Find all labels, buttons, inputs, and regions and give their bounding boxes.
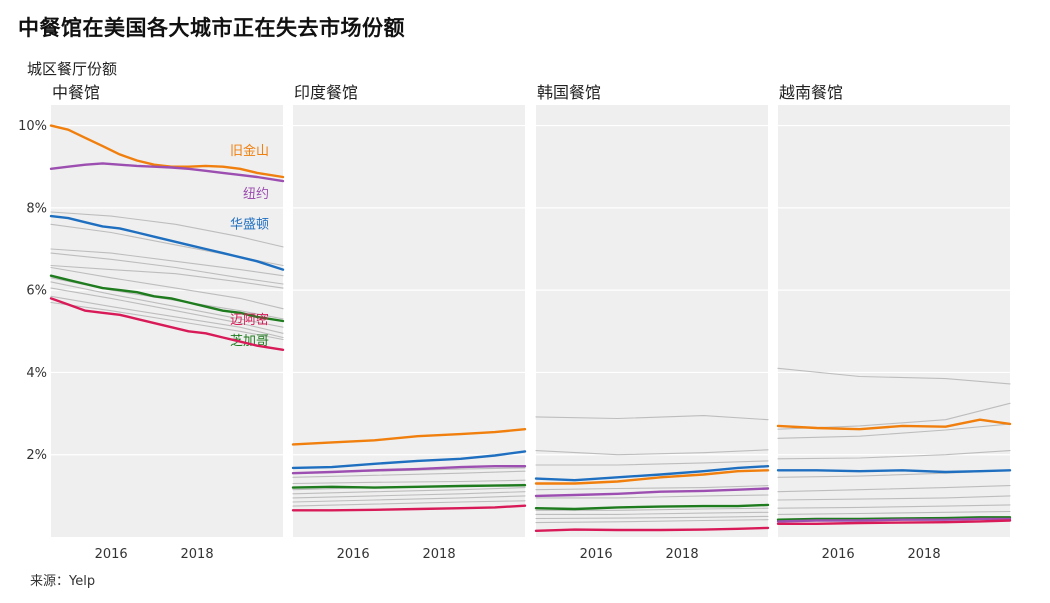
y-axis-label: 城区餐厅份额 xyxy=(27,60,118,78)
series-label: 纽约 xyxy=(243,187,269,202)
other-city-line xyxy=(50,264,284,289)
x-tick-label: 2016 xyxy=(822,547,855,562)
series-line xyxy=(49,214,285,271)
other-city-line xyxy=(777,504,1011,509)
other-city-line xyxy=(50,281,284,328)
y-tick-label: 2% xyxy=(26,448,47,463)
panel-title: 印度餐馆 xyxy=(294,83,358,102)
series-line xyxy=(776,516,1012,521)
other-city-line xyxy=(535,415,769,421)
other-city-line xyxy=(777,423,1011,439)
x-tick-label: 2018 xyxy=(423,547,456,562)
other-city-line xyxy=(535,507,769,511)
other-city-line xyxy=(535,519,769,524)
series-line xyxy=(776,519,1012,525)
panel-background xyxy=(293,105,525,537)
panel-background xyxy=(51,105,283,537)
series-line xyxy=(534,469,770,485)
series-line xyxy=(291,450,527,470)
other-city-line xyxy=(50,266,284,310)
panel-title: 中餐馆 xyxy=(52,83,100,102)
chart-title: 中餐馆在美国各大城市正在失去市场份额 xyxy=(18,16,405,40)
series-line xyxy=(49,162,285,183)
other-city-line xyxy=(777,510,1011,515)
other-city-line xyxy=(50,211,284,248)
other-city-line xyxy=(535,460,769,466)
series-line xyxy=(534,487,770,498)
other-city-line xyxy=(50,248,284,277)
other-city-line xyxy=(535,511,769,515)
panel-title: 越南餐馆 xyxy=(779,83,843,102)
other-city-line xyxy=(535,449,769,456)
x-tick-label: 2016 xyxy=(95,547,128,562)
series-label: 旧金山 xyxy=(230,143,269,159)
series-line xyxy=(776,517,1012,523)
panel-title: 韩国餐馆 xyxy=(537,83,601,102)
series-line xyxy=(49,274,285,323)
other-city-line xyxy=(292,500,526,507)
series-line xyxy=(49,297,285,351)
series-line xyxy=(291,428,527,446)
series-line xyxy=(291,504,527,512)
other-city-line xyxy=(292,491,526,499)
series-line xyxy=(291,484,527,489)
x-tick-label: 2016 xyxy=(337,547,370,562)
other-city-line xyxy=(777,485,1011,493)
other-city-line xyxy=(50,301,284,341)
series-line xyxy=(534,526,770,532)
series-line xyxy=(776,469,1012,474)
other-city-line xyxy=(50,287,284,334)
y-tick-label: 10% xyxy=(18,119,47,134)
other-city-line xyxy=(777,450,1011,460)
other-city-line xyxy=(292,470,526,478)
series-label: 华盛顿 xyxy=(230,218,269,233)
series-line xyxy=(776,418,1012,431)
source-note: 来源：Yelp xyxy=(30,574,96,589)
y-tick-label: 8% xyxy=(26,201,47,216)
other-city-line xyxy=(292,487,526,495)
y-tick-label: 4% xyxy=(26,366,47,381)
other-city-line xyxy=(292,495,526,503)
other-city-line xyxy=(777,495,1011,501)
other-city-line xyxy=(535,485,769,491)
other-city-line xyxy=(777,367,1011,385)
x-tick-label: 2018 xyxy=(666,547,699,562)
x-tick-label: 2018 xyxy=(908,547,941,562)
series-label: 迈阿密 xyxy=(230,312,269,328)
series-line xyxy=(534,503,770,511)
x-tick-label: 2016 xyxy=(580,547,613,562)
series-line xyxy=(49,124,285,179)
other-city-line xyxy=(50,295,284,339)
other-city-line xyxy=(535,494,769,499)
other-city-line xyxy=(535,515,769,520)
series-line xyxy=(291,465,527,475)
other-city-line xyxy=(50,252,284,285)
series-line xyxy=(534,465,770,482)
x-tick-label: 2018 xyxy=(181,547,214,562)
other-city-line xyxy=(292,479,526,485)
y-tick-label: 6% xyxy=(26,284,47,299)
panel-background xyxy=(778,105,1010,537)
